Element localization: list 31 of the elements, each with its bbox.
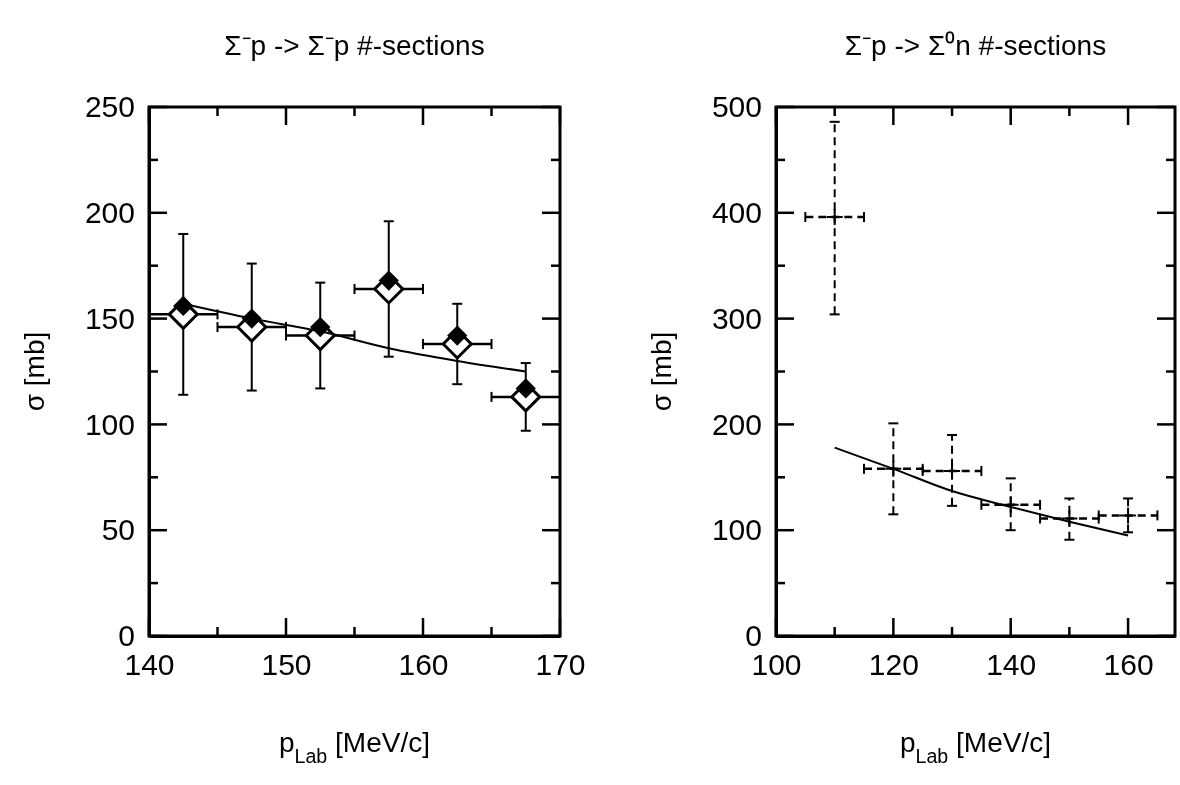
y-tick-label: 500 [711,90,762,124]
point [1119,506,1138,525]
y-tick-label: 150 [84,301,135,335]
x-axis-title: p$_{Lab}$ [MeV/c] [279,727,430,767]
x-tick-label: 120 [868,648,919,682]
point [884,459,903,478]
x-tick-label: 160 [1103,648,1154,682]
x-tick-label: 140 [986,648,1037,682]
point [943,461,962,480]
y-tick-label: 400 [711,195,762,229]
chart-title: Σ⁻p -> Σ⁰n #-sections [844,30,1107,61]
y-tick-label: 200 [711,407,762,441]
y-tick-label: 100 [711,513,762,547]
y-axis-title: σ [mb] [19,331,50,412]
y-tick-label: 300 [711,301,762,335]
point [516,378,536,398]
point [173,296,193,316]
x-tick-label: 170 [535,648,586,682]
point [379,271,399,291]
x-axis-title: p$_{Lab}$ [MeV/c] [900,727,1051,767]
point [447,326,467,346]
y-tick-label: 100 [84,407,135,441]
point [1060,509,1079,528]
y-axis-title: σ [mb] [646,331,677,412]
x-tick-label: 150 [261,648,312,682]
y-tick-label: 50 [101,513,135,547]
x-tick-label: 160 [398,648,449,682]
chart-title: Σ⁻p -> Σ⁻p #-sections [224,30,485,61]
y-tick-label: 250 [84,90,135,124]
point [825,208,844,227]
y-tick-label: 200 [84,195,135,229]
